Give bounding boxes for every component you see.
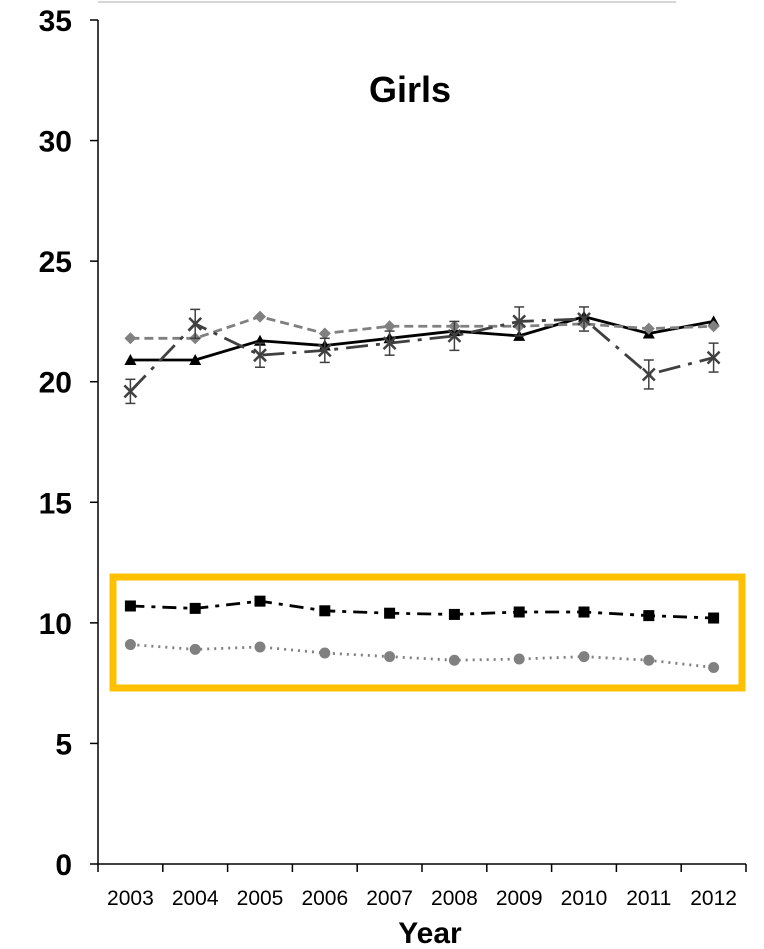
x-axis-title: Year	[398, 917, 462, 949]
square-marker	[643, 610, 655, 622]
diamond-marker	[254, 310, 266, 323]
x-tick-label: 2004	[172, 887, 219, 910]
circle-marker	[189, 643, 201, 655]
y-tick-label: 10	[39, 608, 72, 641]
circle-marker	[319, 647, 331, 659]
x-marker	[188, 316, 203, 331]
y-tick-label: 15	[39, 487, 72, 520]
x-marker-stroke	[317, 343, 332, 358]
x-tick-label: 2010	[561, 887, 608, 910]
circle-marker	[384, 651, 396, 663]
square-marker	[384, 607, 396, 619]
x-marker-stroke	[123, 384, 138, 399]
x-marker-stroke	[253, 348, 267, 363]
diamond-marker	[383, 320, 396, 333]
x-tick-label: 2008	[431, 887, 478, 910]
square-marker	[513, 606, 525, 618]
series-circle	[124, 639, 720, 673]
square-marker	[448, 608, 460, 620]
x-marker	[253, 348, 267, 363]
x-marker	[641, 367, 656, 382]
x-marker	[447, 329, 462, 343]
x-marker	[512, 314, 527, 329]
circle-marker	[708, 661, 720, 673]
square-marker	[124, 600, 136, 612]
series-x	[123, 306, 721, 405]
x-marker-stroke	[706, 350, 721, 365]
triangle-marker	[124, 354, 137, 366]
y-tick-label: 20	[39, 367, 72, 400]
series-layer	[123, 306, 721, 673]
x-marker-stroke	[512, 314, 527, 329]
circle-marker	[578, 651, 590, 663]
highlight-box	[109, 573, 746, 692]
highlight-box-group	[109, 573, 746, 692]
diamond-marker	[318, 327, 331, 340]
x-tick-label: 2009	[496, 887, 543, 910]
x-tick-label: 2005	[237, 887, 284, 910]
y-tick-label: 25	[39, 246, 72, 279]
x-marker	[577, 312, 591, 326]
series-square	[124, 595, 720, 624]
diamond-marker	[124, 332, 137, 345]
x-marker-stroke	[577, 312, 591, 326]
x-marker-stroke	[447, 329, 462, 343]
x-tick-label: 2003	[107, 887, 154, 910]
square-marker	[319, 605, 331, 617]
y-tick-label: 0	[55, 849, 72, 882]
circle-marker	[124, 639, 136, 651]
y-tick-label: 5	[55, 728, 72, 761]
circle-marker	[448, 654, 460, 666]
x-marker	[706, 350, 721, 365]
x-marker-stroke	[188, 316, 203, 331]
square-marker	[578, 606, 590, 618]
series-line	[130, 643, 714, 669]
diamond-marker	[707, 320, 720, 333]
series-diamond	[124, 310, 720, 345]
x-tick-label: 2006	[301, 887, 348, 910]
circle-marker	[513, 653, 525, 665]
x-marker-stroke	[641, 367, 656, 382]
x-tick-label: 2007	[366, 887, 413, 910]
x-tick-label: 2012	[690, 887, 737, 910]
x-marker-stroke	[382, 336, 397, 351]
y-axis: 0 5 10 15 20 25 30 35	[39, 5, 99, 882]
square-marker	[708, 612, 720, 624]
y-tick-label: 30	[39, 126, 72, 159]
triangle-marker	[189, 354, 202, 366]
series-line	[130, 315, 714, 340]
series-line	[129, 317, 714, 393]
x-marker	[382, 336, 397, 351]
circle-marker	[254, 641, 266, 653]
circle-marker	[643, 654, 655, 666]
y-tick-label: 35	[39, 5, 72, 38]
x-marker	[123, 384, 138, 399]
x-marker	[317, 343, 332, 358]
square-marker	[254, 595, 266, 607]
series-line	[130, 599, 714, 620]
x-axis: 2003 2004 2005 2006 2007 2008 2009 2010 2011 2012	[97, 863, 747, 910]
x-tick-label: 2011	[626, 887, 671, 910]
chart-title: Girls	[369, 69, 451, 110]
square-marker	[189, 602, 201, 614]
diamond-marker	[642, 322, 655, 335]
